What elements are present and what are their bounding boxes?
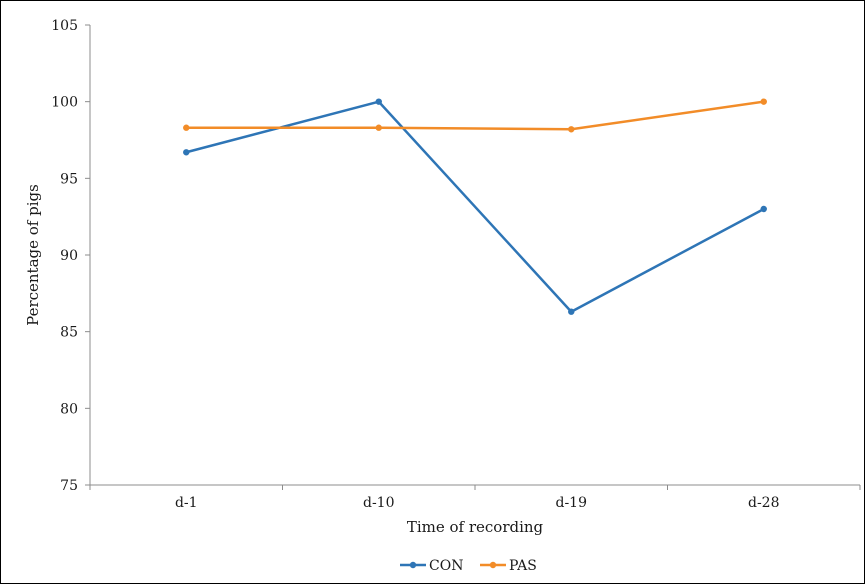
series-line-con <box>186 102 764 312</box>
x-tick-label: d-19 <box>555 495 587 511</box>
y-tick-label: 80 <box>60 401 78 417</box>
data-point-con <box>183 149 189 155</box>
y-tick-label: 95 <box>60 171 78 187</box>
y-tick-label: 100 <box>51 95 78 111</box>
x-axis-ticks: d-1 d-10 d-19 d-28 <box>90 485 860 511</box>
x-axis-title: Time of recording <box>407 518 544 536</box>
legend-label-con: CON <box>429 558 463 574</box>
y-tick-label: 75 <box>60 478 78 494</box>
legend: CON PAS <box>400 558 537 574</box>
legend-marker-con <box>410 562 416 568</box>
series-lines <box>183 98 767 314</box>
x-tick-label: d-28 <box>748 495 780 511</box>
data-point-pas <box>376 125 382 131</box>
data-point-con <box>568 309 574 315</box>
data-point-pas <box>183 125 189 131</box>
x-tick-label: d-1 <box>175 495 198 511</box>
y-axis-title: Percentage of pigs <box>24 184 42 326</box>
y-tick-label: 90 <box>60 248 78 264</box>
y-tick-label: 85 <box>60 325 78 341</box>
data-point-pas <box>761 98 767 104</box>
legend-label-pas: PAS <box>509 558 537 574</box>
data-point-pas <box>568 126 574 132</box>
x-tick-label: d-10 <box>363 495 395 511</box>
y-axis-ticks: 75 80 85 90 95 100 105 <box>51 18 90 494</box>
legend-marker-pas <box>490 562 496 568</box>
y-tick-label: 105 <box>51 18 78 34</box>
axes <box>90 25 860 485</box>
series-line-pas <box>186 102 764 130</box>
data-point-con <box>761 206 767 212</box>
data-point-con <box>376 98 382 104</box>
